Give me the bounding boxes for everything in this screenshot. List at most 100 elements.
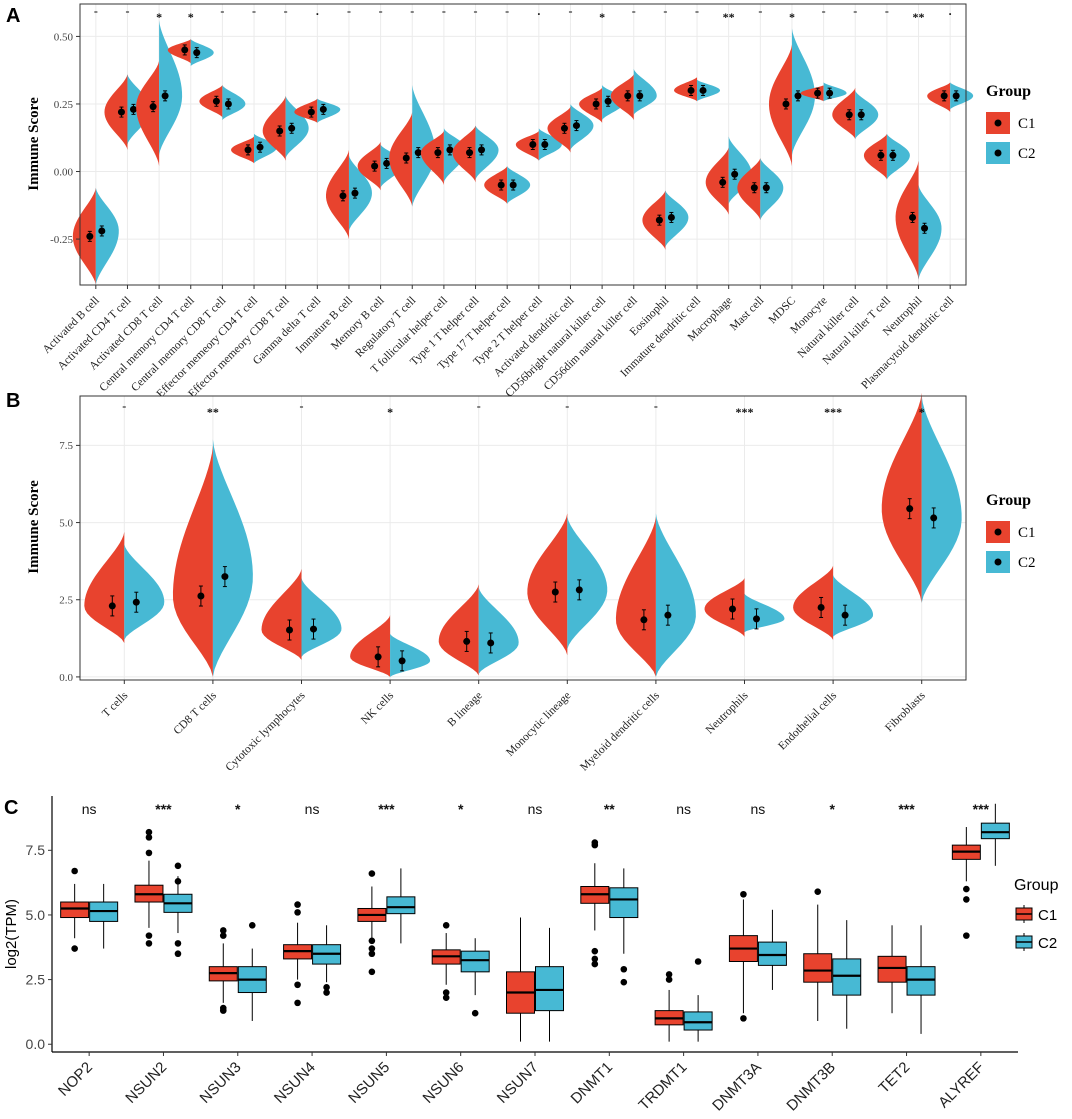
outlier-point	[145, 834, 153, 841]
mean-point	[509, 181, 517, 189]
x-tick-label: NSUN6	[420, 1059, 468, 1107]
significance-label: -	[284, 4, 288, 18]
mean-point	[575, 586, 583, 594]
violin-c1	[705, 147, 729, 215]
x-tick-label: TET2	[875, 1059, 913, 1097]
violin-c2	[159, 20, 183, 156]
violin-c1	[261, 568, 302, 660]
outlier-point	[174, 940, 182, 947]
legend-key-dot	[994, 528, 1002, 536]
violin-c1	[642, 190, 666, 250]
x-tick-label: NK cells	[359, 689, 397, 727]
outlier-point	[694, 958, 702, 965]
violin-c2	[918, 185, 942, 280]
legend-key-dot	[994, 149, 1002, 157]
significance-label: -	[695, 4, 699, 18]
box-c2	[757, 941, 787, 966]
outlier-point	[591, 947, 599, 955]
mean-point	[414, 149, 422, 157]
y-tick-label: 0.0	[26, 1036, 46, 1052]
mean-point	[288, 124, 296, 132]
outlier-point	[814, 888, 822, 895]
significance-label: -	[565, 399, 569, 413]
significance-label: ***	[736, 405, 754, 419]
mean-point	[319, 105, 327, 113]
mean-point	[572, 122, 580, 130]
significance-label: -	[220, 4, 224, 18]
legend-label: C1	[1038, 907, 1057, 924]
significance-label: -	[632, 4, 636, 18]
violin-c1	[84, 531, 125, 643]
violin-c2	[507, 166, 531, 204]
violin-c2	[855, 90, 879, 140]
y-tick-label: -0.25	[50, 234, 73, 246]
violin-c2	[285, 95, 309, 159]
mean-point	[402, 154, 410, 162]
violin-c1	[615, 516, 656, 677]
box-c1	[877, 955, 907, 983]
y-axis-title: Immune Score	[26, 480, 42, 574]
x-tick-label: Cytotoxic lymphocytes	[223, 689, 308, 774]
mean-point	[478, 146, 486, 154]
panel-b: 0.0 2.5 5.0 7.5 T cells CD8 T cells Cytotoxic …	[6, 390, 1036, 774]
mean-point	[753, 615, 760, 623]
x-tick-label: NSUN5	[345, 1059, 393, 1107]
outlier-point	[368, 937, 376, 945]
legend-label: C2	[1038, 935, 1057, 952]
significance-label: -	[654, 399, 658, 413]
violin-c1	[262, 95, 286, 161]
mean-point	[212, 97, 220, 105]
mean-point	[256, 143, 264, 151]
x-tick-label: Myeloid dendritic cells	[578, 689, 662, 773]
significance-label: -	[853, 4, 857, 18]
violin-c2	[744, 593, 785, 633]
violin-c1	[737, 158, 761, 221]
violin-c2	[212, 439, 253, 677]
mean-point	[434, 149, 442, 157]
mean-point	[497, 181, 505, 189]
y-tick-label: 2.5	[26, 971, 46, 987]
mean-point	[731, 170, 739, 178]
x-tick-label: Activated B cell	[41, 295, 102, 356]
box-c2	[980, 822, 1010, 840]
significance-label: -	[505, 4, 509, 18]
significance-label: -	[568, 4, 572, 18]
y-tick-label: 5.0	[26, 907, 46, 923]
mean-point	[339, 192, 347, 200]
violin-c1	[832, 87, 856, 140]
mean-point	[383, 159, 391, 167]
outlier-point	[665, 976, 673, 983]
outlier-point	[219, 1007, 227, 1014]
significance-label: -	[663, 4, 667, 18]
outlier-point	[219, 932, 227, 939]
violin-c1	[350, 615, 391, 677]
violin-c1	[172, 445, 213, 677]
y-tick-label: 0.25	[54, 99, 74, 111]
outlier-point	[963, 896, 970, 903]
mean-point	[940, 92, 948, 100]
y-axis-title: log2(TPM)	[3, 899, 20, 969]
significance-label: ***	[824, 405, 842, 419]
outlier-point	[591, 841, 599, 849]
significance-label: *	[235, 801, 241, 817]
legend-title: Group	[986, 83, 1031, 100]
mean-point	[750, 184, 758, 192]
mean-point	[181, 46, 189, 54]
outlier-point	[442, 994, 450, 1001]
violin-c1	[72, 187, 96, 285]
mean-point	[826, 89, 834, 97]
significance-label: -	[477, 399, 481, 413]
box-c2	[535, 966, 564, 1012]
mean-point	[841, 611, 849, 619]
significance-label: ns	[82, 801, 97, 817]
significance-label: -	[442, 4, 446, 18]
significance-label: -	[474, 4, 478, 18]
legend-key-dot	[994, 119, 1002, 127]
box-c2	[460, 950, 490, 973]
outlier-point	[620, 978, 628, 986]
violin-c1	[452, 125, 476, 183]
significance-label: *	[789, 10, 795, 24]
violin-c2	[567, 516, 608, 650]
mean-point	[398, 657, 406, 665]
